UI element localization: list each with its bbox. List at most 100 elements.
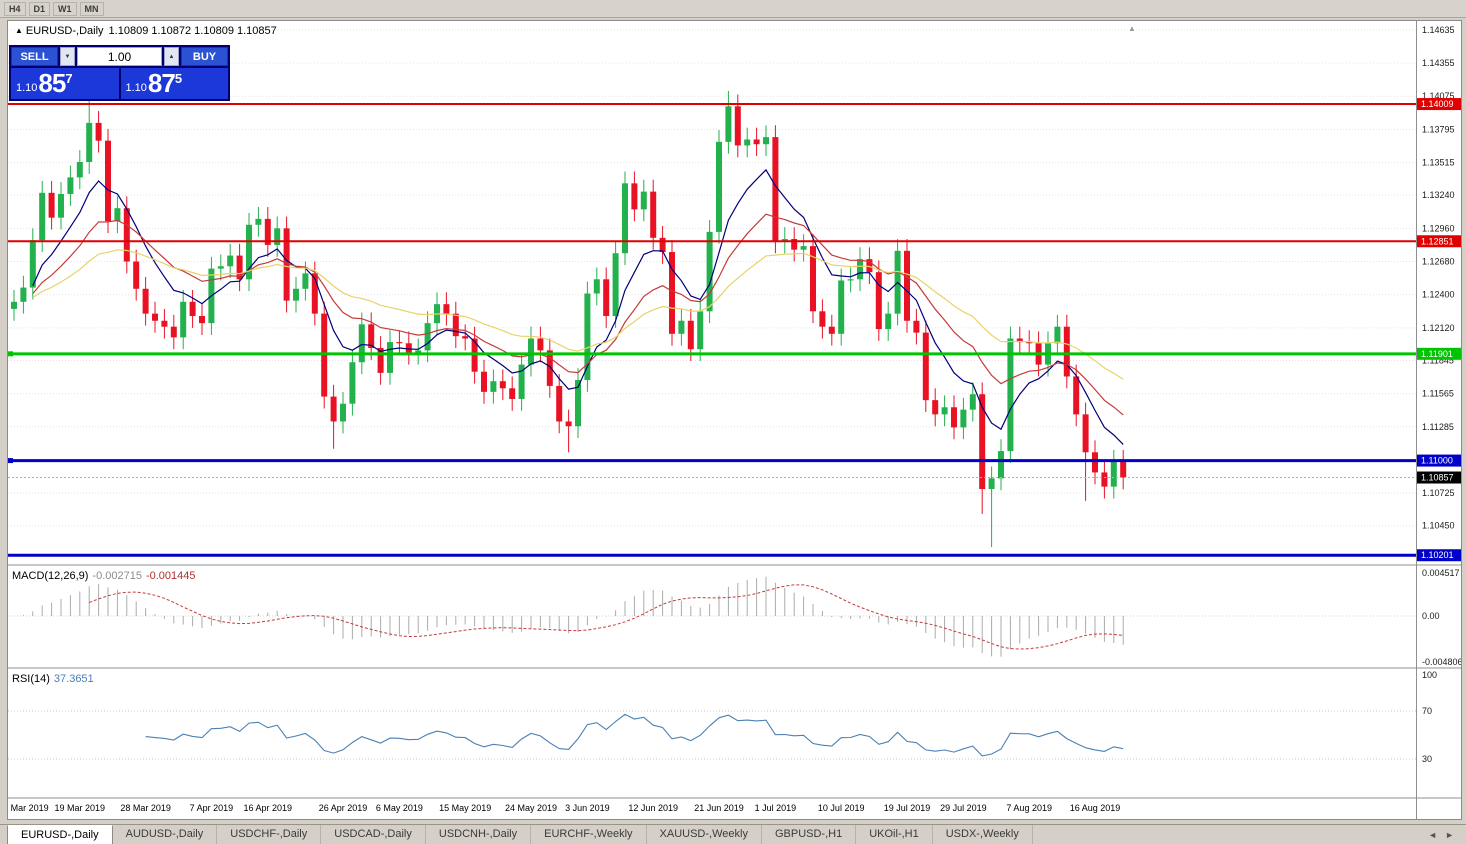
- svg-text:6 May 2019: 6 May 2019: [376, 803, 423, 813]
- svg-text:16 Apr 2019: 16 Apr 2019: [244, 803, 293, 813]
- svg-text:26 Apr 2019: 26 Apr 2019: [319, 803, 368, 813]
- tabs-scroll-right-button[interactable]: ►: [1443, 830, 1456, 840]
- chart-tab-audusd-daily[interactable]: AUDUSD-,Daily: [113, 825, 218, 844]
- price-axis: 1.14635 1.14355 1.14075 1.13795 1.13515 1.132…: [1422, 25, 1455, 531]
- svg-text:70: 70: [1422, 706, 1432, 716]
- svg-text:10 Mar 2019: 10 Mar 2019: [8, 803, 49, 813]
- chart-title: ▲ EURUSD-,Daily 1.10809 1.10872 1.10809 1.…: [15, 25, 277, 37]
- svg-text:1.12680: 1.12680: [1422, 257, 1455, 267]
- arrow-left-icon: ◄: [1428, 829, 1438, 840]
- candlestick-series: [11, 90, 1127, 548]
- svg-text:1.14009: 1.14009: [1421, 99, 1454, 109]
- macd-label: MACD(12,26,9) -0.002715 -0.001445: [12, 570, 196, 582]
- chart-title-symbol: EURUSD-,Daily: [25, 25, 104, 37]
- svg-text:12 Jun 2019: 12 Jun 2019: [628, 803, 678, 813]
- svg-text:1.13795: 1.13795: [1422, 124, 1455, 134]
- macd-signal-value: -0.001445: [145, 570, 196, 582]
- svg-text:1.10857: 1.10857: [1421, 473, 1454, 483]
- svg-text:19 Jul 2019: 19 Jul 2019: [884, 803, 931, 813]
- tab-scroll-arrows: ◄ ►: [1426, 825, 1466, 844]
- sell-price-pip: 7: [65, 71, 73, 86]
- svg-text:1.14635: 1.14635: [1422, 25, 1455, 35]
- svg-text:0.00: 0.00: [1422, 611, 1440, 621]
- svg-text:1.11845: 1.11845: [1422, 355, 1454, 365]
- chart-tab-usdcad-daily[interactable]: USDCAD-,Daily: [321, 825, 426, 844]
- chart-shift-marker-icon: ▲: [1128, 24, 1136, 33]
- rsi-pane: 100 70 30: [8, 670, 1437, 764]
- chart-tab-usdchf-daily[interactable]: USDCHF-,Daily: [217, 825, 322, 844]
- svg-text:10 Jul 2019: 10 Jul 2019: [818, 803, 865, 813]
- svg-text:1.14355: 1.14355: [1422, 58, 1455, 68]
- svg-text:1.12851: 1.12851: [1421, 236, 1454, 246]
- sell-price-prefix: 1.10: [16, 81, 38, 94]
- one-click-trading-panel: SELL ▼ ▲ BUY 1.10 85 7 1.10 87 5: [9, 45, 230, 101]
- svg-text:1.11285: 1.11285: [1422, 422, 1454, 432]
- timeframe-h4-button[interactable]: H4: [4, 1, 26, 16]
- buy-price-prefix: 1.10: [125, 81, 147, 94]
- svg-text:7 Apr 2019: 7 Apr 2019: [190, 803, 234, 813]
- svg-text:16 Aug 2019: 16 Aug 2019: [1070, 803, 1121, 813]
- svg-text:15 May 2019: 15 May 2019: [439, 803, 491, 813]
- buy-price[interactable]: 1.10 87 5: [120, 68, 228, 99]
- svg-text:1.14075: 1.14075: [1422, 91, 1455, 101]
- svg-text:-0.004806: -0.004806: [1422, 657, 1461, 667]
- sell-price[interactable]: 1.10 85 7: [11, 68, 119, 99]
- svg-text:24 May 2019: 24 May 2019: [505, 803, 557, 813]
- buy-price-pip: 5: [174, 71, 183, 86]
- rsi-value: 37.3651: [53, 673, 94, 685]
- rsi-name: RSI(14): [12, 673, 50, 685]
- chart-area: 1.14635 1.14355 1.14075 1.13795 1.13515 1.132…: [7, 20, 1462, 820]
- chart-tab-ukoil-h1[interactable]: UKOil-,H1: [856, 825, 933, 844]
- sell-price-big: 85: [38, 68, 66, 98]
- volume-increase-button[interactable]: ▲: [164, 47, 179, 66]
- chart-tab-gbpusd-h1[interactable]: GBPUSD-,H1: [762, 825, 857, 844]
- svg-text:1.12120: 1.12120: [1422, 323, 1455, 333]
- chart-tab-usdx-weekly[interactable]: USDX-,Weekly: [933, 825, 1033, 844]
- svg-text:1.11000: 1.11000: [1421, 456, 1453, 466]
- svg-text:1.11565: 1.11565: [1422, 389, 1454, 399]
- macd-pane: 0.004517 0.00 -0.004806: [8, 568, 1461, 667]
- horizontal-levels: 1.14009 1.12851 1.11901 1.11000 1.10201: [8, 98, 1461, 562]
- rsi-label: RSI(14) 37.3651: [12, 673, 94, 685]
- svg-text:1 Jul 2019: 1 Jul 2019: [755, 803, 797, 813]
- chart-tab-bar: EURUSD-,Daily AUDUSD-,Daily USDCHF-,Daily U…: [0, 824, 1466, 844]
- spin-up-icon: ▲: [168, 53, 175, 60]
- sell-button[interactable]: SELL: [11, 47, 58, 66]
- chart-tab-xauusd-weekly[interactable]: XAUUSD-,Weekly: [647, 825, 762, 844]
- svg-text:1.13240: 1.13240: [1422, 190, 1455, 200]
- arrow-right-icon: ►: [1445, 829, 1454, 840]
- svg-text:0.004517: 0.004517: [1422, 568, 1460, 578]
- svg-text:1.13515: 1.13515: [1422, 158, 1455, 168]
- chart-tab-usdcnh-daily[interactable]: USDCNH-,Daily: [426, 825, 532, 844]
- chart-tab-eurusd-daily[interactable]: EURUSD-,Daily: [7, 825, 113, 844]
- svg-text:29 Jul 2019: 29 Jul 2019: [940, 803, 987, 813]
- timeframe-toolbar: H4 D1 W1 MN: [0, 0, 1466, 18]
- svg-text:1.12960: 1.12960: [1422, 223, 1455, 233]
- macd-main-value: -0.002715: [92, 570, 142, 582]
- price-grid: [8, 29, 1416, 527]
- tabs-scroll-left-button[interactable]: ◄: [1426, 830, 1439, 840]
- svg-text:1.12400: 1.12400: [1422, 290, 1455, 300]
- svg-text:28 Mar 2019: 28 Mar 2019: [120, 803, 171, 813]
- date-axis: 10 Mar 2019 19 Mar 2019 28 Mar 2019 7 Apr 2…: [8, 803, 1120, 813]
- chart-canvas[interactable]: 1.14635 1.14355 1.14075 1.13795 1.13515 1.132…: [8, 21, 1461, 819]
- svg-text:19 Mar 2019: 19 Mar 2019: [55, 803, 106, 813]
- svg-text:100: 100: [1422, 670, 1437, 680]
- volume-decrease-button[interactable]: ▼: [60, 47, 75, 66]
- svg-text:1.10201: 1.10201: [1421, 550, 1454, 560]
- macd-name: MACD(12,26,9): [12, 570, 89, 582]
- buy-button[interactable]: BUY: [181, 47, 228, 66]
- chart-title-ohlc: 1.10809 1.10872 1.10809 1.10857: [108, 25, 277, 37]
- symbol-marker-icon: ▲: [15, 26, 23, 35]
- svg-text:3 Jun 2019: 3 Jun 2019: [565, 803, 610, 813]
- volume-input[interactable]: [77, 47, 162, 66]
- svg-text:7 Aug 2019: 7 Aug 2019: [1006, 803, 1052, 813]
- svg-text:1.10725: 1.10725: [1422, 488, 1455, 498]
- timeframe-mn-button[interactable]: MN: [79, 1, 104, 16]
- timeframe-d1-button[interactable]: D1: [28, 1, 51, 16]
- chart-tab-eurchf-weekly[interactable]: EURCHF-,Weekly: [531, 825, 647, 844]
- timeframe-w1-button[interactable]: W1: [53, 1, 77, 16]
- spin-down-icon: ▼: [64, 53, 71, 60]
- svg-text:21 Jun 2019: 21 Jun 2019: [694, 803, 744, 813]
